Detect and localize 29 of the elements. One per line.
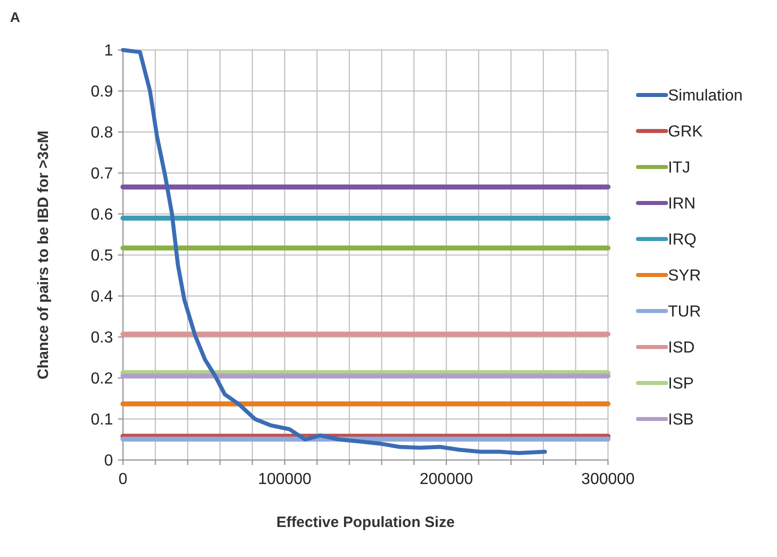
x-axis-title: Effective Population Size: [276, 514, 455, 531]
legend-label: ISB: [668, 412, 694, 429]
y-tick-label: 0.5: [90, 248, 114, 265]
y-tick-label: 0.4: [90, 288, 114, 306]
legend-label: Simulation: [668, 88, 743, 105]
y-axis-title: Chance of pairs to be IBD for >3cM: [35, 130, 52, 380]
legend-label: ISP: [668, 376, 694, 393]
x-tick-label: 300000: [581, 471, 635, 488]
legend-label: SYR: [668, 268, 701, 285]
x-tick-label: 0: [118, 471, 128, 488]
y-tick-label: 0.3: [90, 330, 114, 347]
legend-label: ITJ: [668, 160, 690, 177]
x-tick-label: 100000: [258, 471, 312, 488]
legend-label: IRN: [668, 196, 696, 213]
y-tick-label: 0.6: [90, 206, 114, 224]
legend-label: GRK: [668, 124, 703, 141]
y-tick-label: 0.9: [90, 84, 114, 101]
x-tick-label: 200000: [420, 471, 474, 488]
legend-label: TUR: [668, 304, 701, 321]
legend-label: ISD: [668, 340, 695, 357]
y-tick-label: 0: [104, 452, 114, 470]
y-tick-label: 0.2: [90, 370, 114, 388]
y-tick-label: 0.7: [90, 166, 114, 183]
y-tick-label: 0.1: [90, 412, 114, 429]
y-tick-label: 1: [104, 42, 114, 60]
legend-label: IRQ: [668, 232, 696, 249]
chart-title: A: [10, 9, 20, 25]
line-series: [121, 48, 547, 456]
y-tick-label: 0.8: [90, 124, 114, 142]
